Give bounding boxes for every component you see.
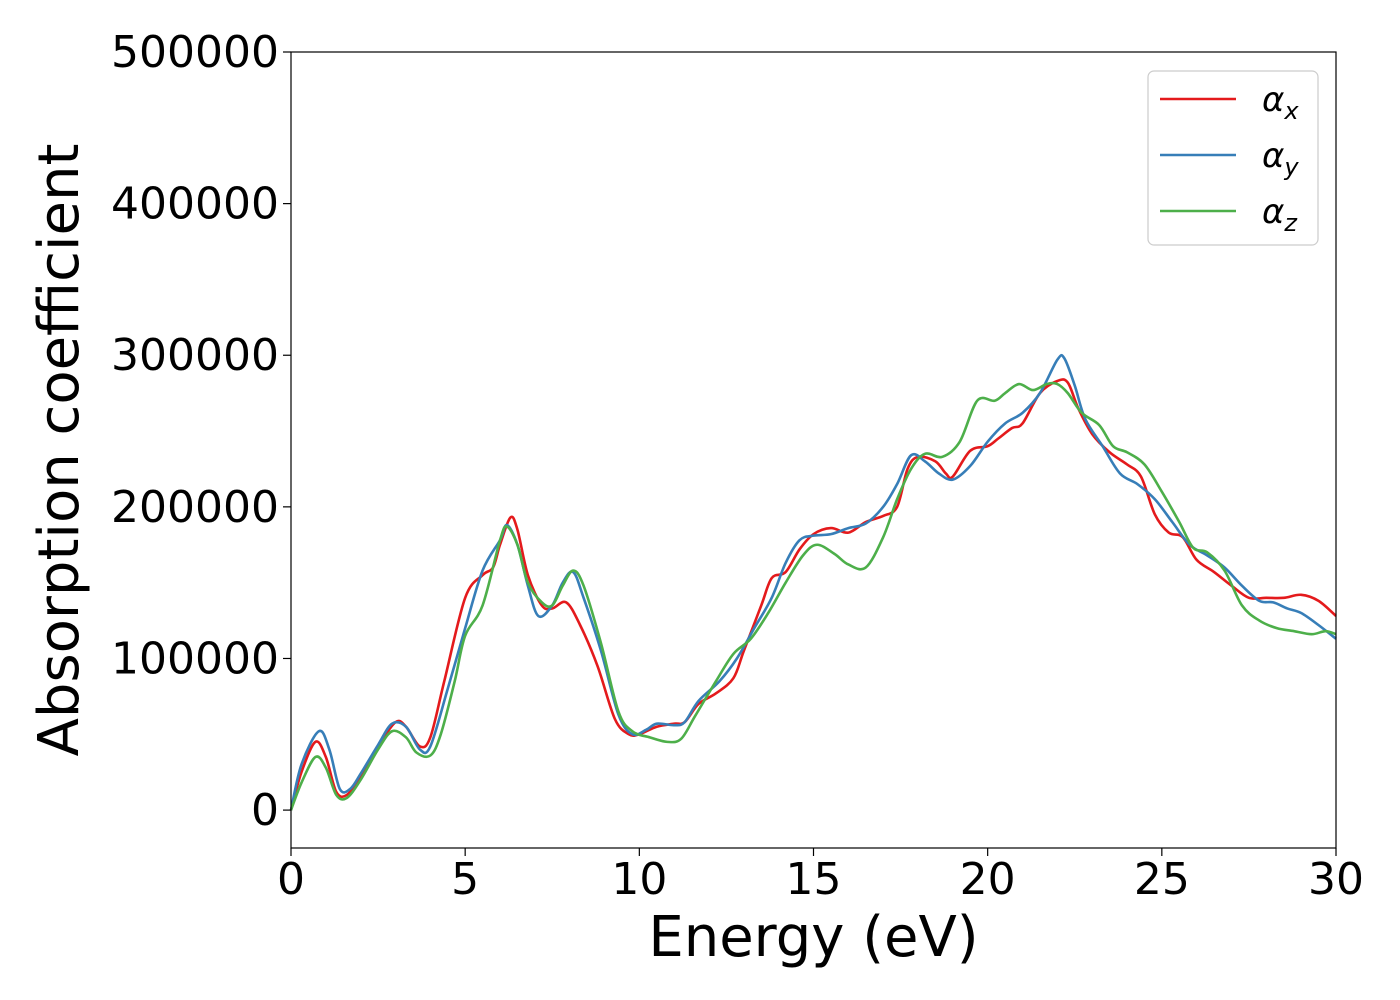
series-line-z xyxy=(289,381,1337,811)
legend-label-x: αx xyxy=(1262,80,1299,125)
legend-box xyxy=(1147,70,1319,246)
y-tick-label: 0 xyxy=(251,785,279,836)
x-tick-label: 10 xyxy=(611,854,667,905)
y-tick-label: 200000 xyxy=(111,482,279,533)
x-tick-label: 20 xyxy=(960,854,1016,905)
legend-label-y: αy xyxy=(1262,136,1299,181)
x-tick-label: 15 xyxy=(786,854,842,905)
y-tick-label: 500000 xyxy=(111,27,279,78)
y-tick-label: 100000 xyxy=(111,633,279,684)
y-tick-label: 300000 xyxy=(111,330,279,381)
y-tick-label: 400000 xyxy=(111,179,279,230)
series-line-y xyxy=(289,353,1337,811)
x-axis-ticks: 0 5 10 15 20 25 30 xyxy=(277,848,1364,905)
series-lines xyxy=(289,353,1337,811)
x-axis-title: Energy (eV) xyxy=(648,905,978,970)
x-tick-label: 25 xyxy=(1134,854,1190,905)
legend: αx αy αz xyxy=(1147,70,1319,246)
y-axis-title: Absorption coefficient xyxy=(27,144,92,757)
y-axis-ticks: 0 100000 200000 300000 400000 500000 xyxy=(111,27,291,836)
x-tick-label: 5 xyxy=(451,854,479,905)
legend-label-z: αz xyxy=(1262,192,1298,237)
series-line-x xyxy=(289,378,1337,811)
x-tick-label: 0 xyxy=(277,854,305,905)
x-tick-label: 30 xyxy=(1308,854,1364,905)
